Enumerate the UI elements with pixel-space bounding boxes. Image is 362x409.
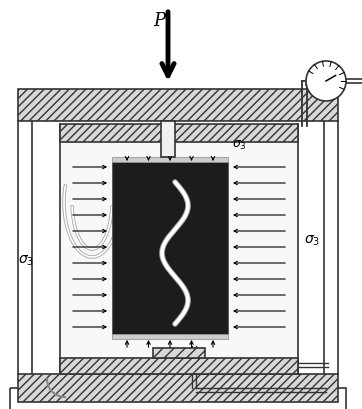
Bar xyxy=(60,125,298,374)
Bar xyxy=(112,334,228,339)
Text: $\sigma_3$: $\sigma_3$ xyxy=(232,139,247,152)
Bar xyxy=(112,163,228,334)
Circle shape xyxy=(306,62,346,102)
Bar xyxy=(60,125,298,143)
Bar xyxy=(112,157,228,163)
Text: $\sigma_3$: $\sigma_3$ xyxy=(18,254,34,268)
Bar xyxy=(18,374,338,402)
Bar xyxy=(60,358,298,374)
Text: P: P xyxy=(153,12,165,30)
Text: $\sigma_3$: $\sigma_3$ xyxy=(304,234,320,248)
Bar xyxy=(153,348,205,358)
Bar xyxy=(10,388,346,409)
Bar xyxy=(161,122,175,157)
Bar xyxy=(18,90,338,122)
